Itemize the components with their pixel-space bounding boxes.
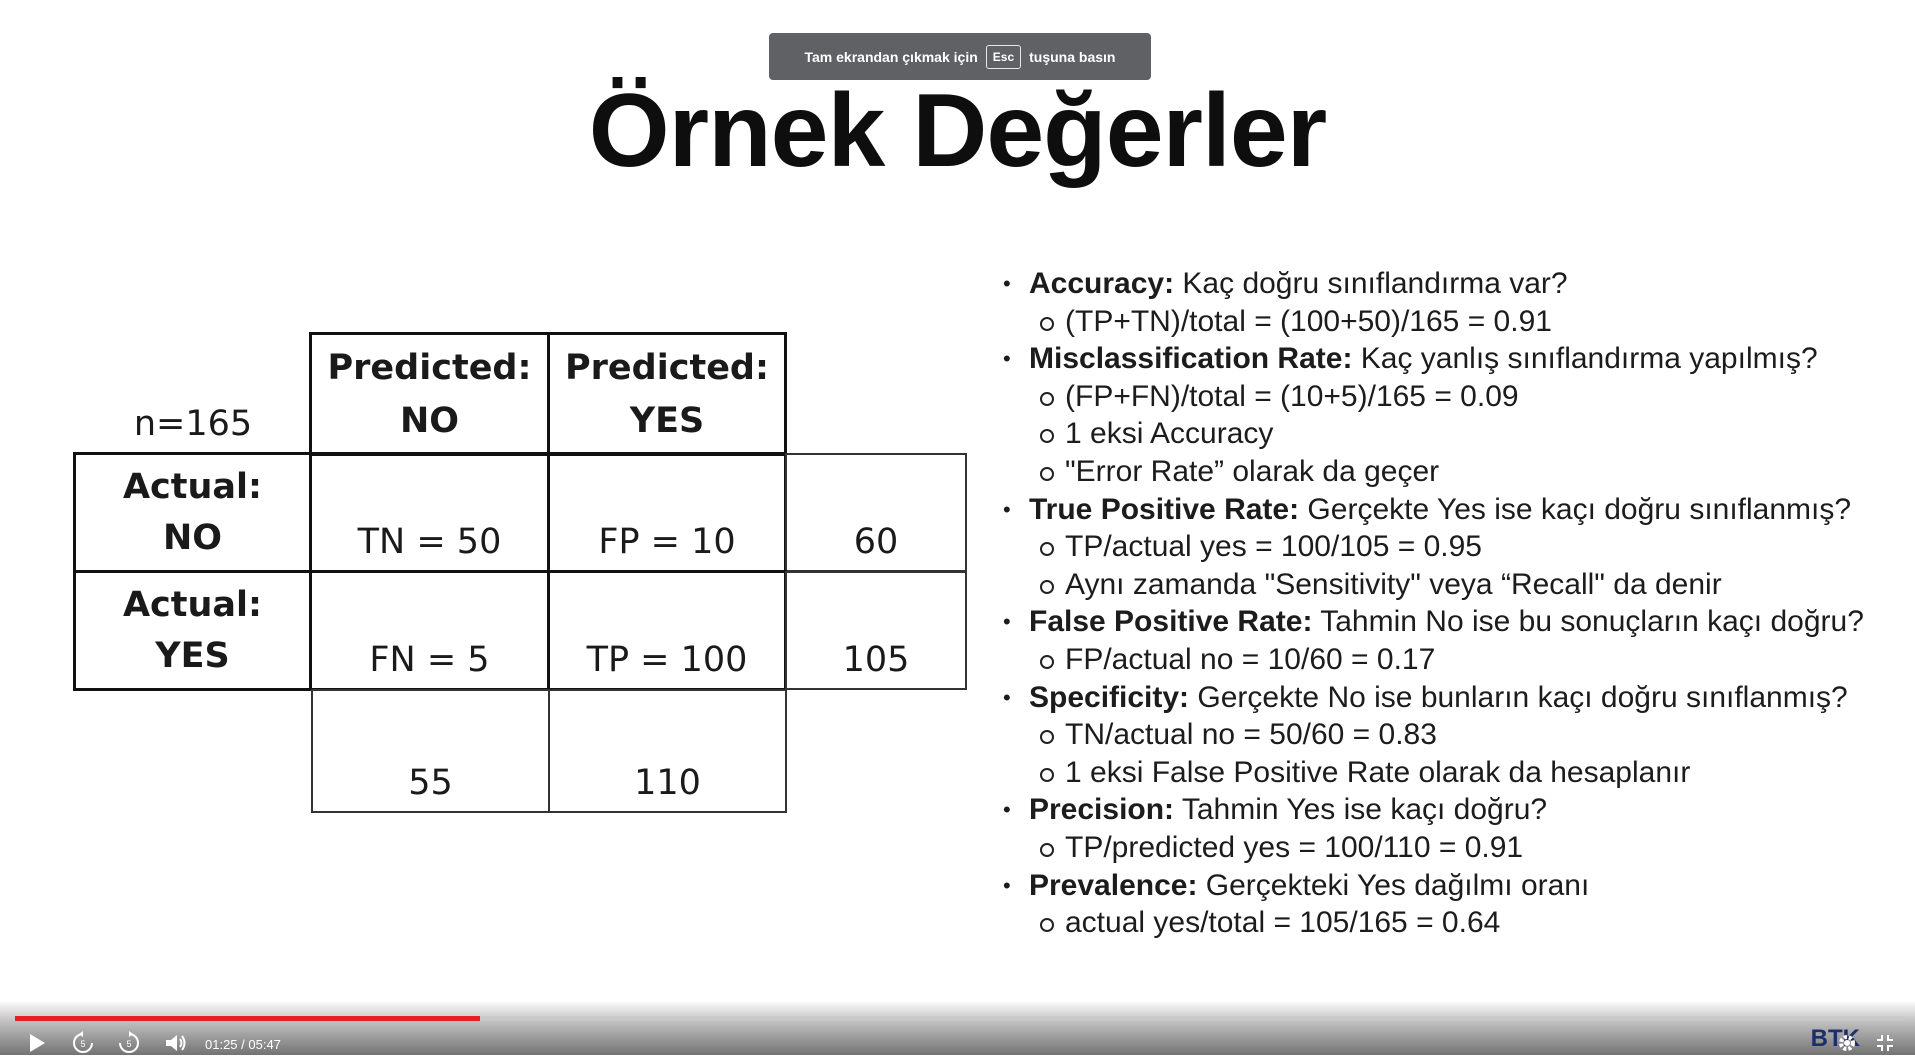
rewind-icon: 5	[73, 1031, 93, 1053]
metric-desc: Tahmin Yes ise kaçı doğru?	[1174, 793, 1548, 827]
metric-detail: (FP+FN)/total = (10+5)/165 = 0.09	[1003, 378, 1903, 416]
metric-desc: Tahmin No ise bu sonuçların kaçı doğru?	[1312, 605, 1864, 639]
fullscreen-exit-notice: Tam ekrandan çıkmak için Esc tuşuna bası…	[769, 33, 1151, 80]
cell-tn: TN = 50	[309, 452, 550, 573]
metric-desc: Gerçekte Yes ise kaçı doğru sınıflanmış?	[1299, 492, 1852, 526]
row-total-no: 60	[785, 453, 967, 572]
progress-fill	[15, 1016, 480, 1021]
slide-title: Örnek Değerler	[588, 73, 1327, 189]
header-actual-yes-line1: Actual:	[122, 584, 263, 625]
metric-detail: 1 eksi Accuracy	[1003, 415, 1903, 453]
metric-prevalence: • Prevalence: Gerçekteki Yes dağılmı oran…	[1003, 868, 1590, 902]
header-predicted-no: Predicted: NO	[309, 332, 550, 456]
col-total-yes: 110	[548, 689, 787, 813]
metric-term: Precision:	[1029, 793, 1175, 827]
exit-fullscreen-icon	[1877, 1035, 1893, 1051]
svg-text:5: 5	[126, 1039, 131, 1049]
metrics-list: • Accuracy: Kaç doğru sınıflandırma var? …	[1003, 265, 1903, 942]
play-icon	[30, 1034, 45, 1052]
header-actual-no-line1: Actual:	[122, 466, 263, 507]
metric-specificity: • Specificity: Gerçekte No ise bunların k…	[1003, 680, 1848, 714]
metric-false-positive-rate: • False Positive Rate: Tahmin No ise bu s…	[1003, 605, 1864, 639]
metric-detail: FP/actual no = 10/60 = 0.17	[1003, 641, 1903, 679]
metric-detail: Aynı zamanda "Sensitivity" veya “Recall"…	[1003, 566, 1903, 604]
header-actual-yes-line2: YES	[155, 636, 230, 677]
metric-desc: Gerçekte No ise bunların kaçı doğru sını…	[1189, 680, 1848, 714]
cell-fn: FN = 5	[309, 570, 550, 691]
metric-term: False Positive Rate:	[1029, 605, 1313, 639]
header-predicted-no-line1: Predicted:	[327, 347, 532, 388]
metric-term: True Positive Rate:	[1029, 492, 1300, 526]
metric-detail: "Error Rate” olarak da geçer	[1003, 453, 1903, 491]
header-actual-no-line2: NO	[162, 518, 223, 559]
esc-key-badge: Esc	[985, 44, 1022, 69]
cell-tp: TP = 100	[547, 570, 787, 691]
time-display: 01:25 / 05:47	[205, 1037, 281, 1052]
matrix-n-label: n=165	[133, 404, 253, 444]
volume-button[interactable]	[161, 1030, 191, 1056]
header-predicted-yes: Predicted: YES	[547, 332, 787, 456]
metric-detail: 1 eksi False Positive Rate olarak da hes…	[1003, 754, 1903, 792]
metric-detail: actual yes/total = 105/165 = 0.64	[1003, 904, 1903, 942]
metric-detail: TP/actual yes = 100/105 = 0.95	[1003, 528, 1903, 566]
forward-icon: 5	[119, 1031, 139, 1053]
exit-fullscreen-button[interactable]	[1870, 1030, 1900, 1056]
metric-term: Accuracy:	[1029, 267, 1175, 300]
forward-5-button[interactable]: 5	[114, 1030, 144, 1056]
header-predicted-no-line2: NO	[399, 400, 460, 441]
volume-icon	[166, 1035, 186, 1051]
gear-icon	[1839, 1035, 1855, 1051]
header-predicted-yes-line2: YES	[629, 400, 705, 441]
metric-detail: (TP+TN)/total = (100+50)/165 = 0.91	[1003, 303, 1903, 341]
rewind-5-button[interactable]: 5	[68, 1030, 98, 1056]
notice-text-before: Tam ekrandan çıkmak için	[804, 48, 978, 65]
header-actual-yes: Actual: YES	[73, 570, 312, 691]
metric-desc: Kaç doğru sınıflandırma var?	[1174, 267, 1568, 300]
metric-desc: Gerçekteki Yes dağılmı oranı	[1197, 868, 1590, 902]
metric-true-positive-rate: • True Positive Rate: Gerçekte Yes ise ka…	[1003, 492, 1852, 526]
cell-fp: FP = 10	[547, 452, 787, 573]
metric-accuracy: • Accuracy: Kaç doğru sınıflandırma var?	[1003, 267, 1568, 300]
metric-term: Prevalence:	[1029, 868, 1198, 902]
svg-text:5: 5	[80, 1039, 85, 1049]
row-total-yes: 105	[785, 571, 967, 690]
settings-button[interactable]	[1832, 1030, 1862, 1056]
col-total-no: 55	[311, 689, 550, 813]
player-controls-bar	[0, 1000, 1915, 1055]
metric-term: Misclassification Rate:	[1029, 342, 1353, 376]
header-actual-no: Actual: NO	[73, 452, 312, 573]
progress-bar[interactable]	[15, 1016, 1905, 1021]
metric-precision: • Precision: Tahmin Yes ise kaçı doğru?	[1003, 793, 1548, 827]
play-button[interactable]	[22, 1030, 52, 1056]
metric-detail: TN/actual no = 50/60 = 0.83	[1003, 716, 1903, 754]
notice-text-after: tuşuna basın	[1029, 48, 1116, 65]
metric-desc: Kaç yanlış sınıflandırma yapılmış?	[1352, 342, 1818, 376]
metric-detail: TP/predicted yes = 100/110 = 0.91	[1003, 829, 1903, 867]
header-predicted-yes-line1: Predicted:	[565, 347, 769, 388]
metric-misclassification-rate: • Misclassification Rate: Kaç yanlış sını…	[1003, 342, 1818, 376]
metric-term: Specificity:	[1029, 680, 1190, 714]
